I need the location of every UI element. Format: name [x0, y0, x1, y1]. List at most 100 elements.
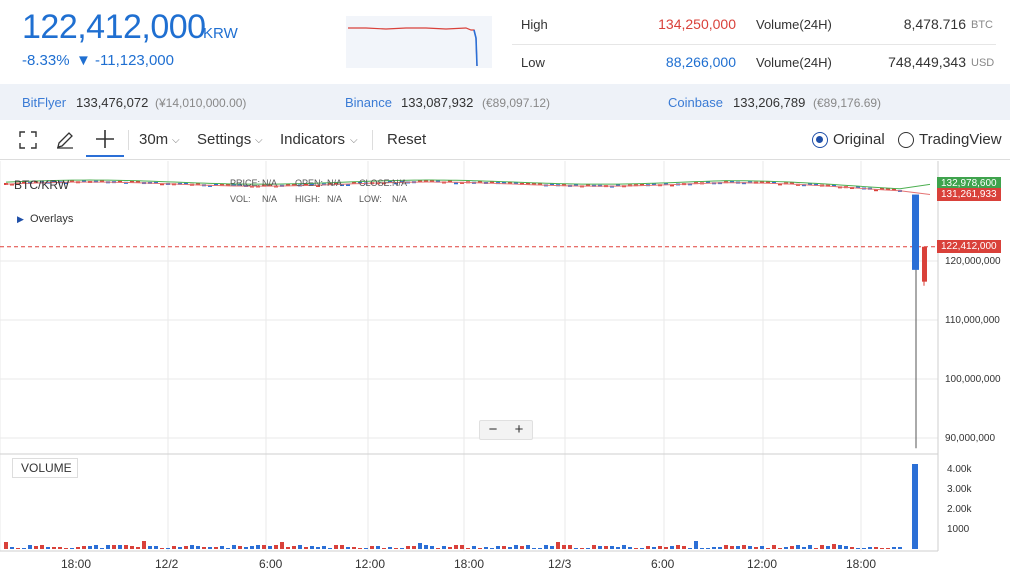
candle — [64, 182, 68, 185]
volume-bar — [868, 547, 872, 549]
pencil-icon[interactable] — [54, 129, 76, 151]
settings-button[interactable]: Settings — [197, 131, 252, 148]
candle — [184, 182, 188, 185]
tradingview-label[interactable]: TradingView — [919, 131, 1002, 148]
volume-usd-label: Volume(24H) — [756, 55, 832, 70]
volume-bar — [604, 546, 608, 549]
candle — [892, 188, 896, 191]
ohlc-vol-label: VOL: — [230, 194, 251, 204]
volume-bar — [442, 546, 446, 549]
volume-bar — [706, 548, 710, 549]
zoom-out-button[interactable]: − — [488, 421, 498, 438]
volume-bar — [64, 548, 68, 549]
ohlc-price-value: N/A — [262, 178, 278, 188]
candle — [226, 183, 230, 186]
volume-bar — [778, 548, 782, 549]
ohlc-low-label: LOW: — [359, 194, 382, 204]
volume-btc-label: Volume(24H) — [756, 17, 832, 32]
candle — [766, 181, 770, 184]
candle — [286, 183, 290, 186]
exchange-name-bitflyer[interactable]: BitFlyer — [22, 95, 67, 110]
volume-bar — [556, 542, 560, 549]
volume-tick: 3.00k — [947, 484, 972, 495]
volume-bar — [124, 545, 128, 549]
zoom-in-button[interactable]: + — [514, 421, 524, 438]
fullscreen-icon[interactable] — [18, 130, 38, 150]
indicators-button[interactable]: Indicators — [280, 131, 346, 148]
volume-bar — [406, 546, 410, 549]
candle — [430, 180, 434, 183]
volume-bar — [10, 547, 14, 549]
price-chart-svg[interactable] — [0, 161, 1010, 579]
candle — [130, 180, 134, 183]
overlays-toggle[interactable]: Overlays — [30, 213, 74, 225]
original-label[interactable]: Original — [833, 131, 885, 148]
volume-bar — [586, 548, 590, 549]
volume-bar — [808, 545, 812, 549]
volume-bar — [676, 545, 680, 549]
volume-bar — [814, 548, 818, 549]
volume-bar — [280, 542, 284, 549]
reset-button[interactable]: Reset — [387, 131, 427, 148]
volume-bar — [376, 546, 380, 549]
candle — [616, 183, 620, 186]
ohlc-open-value: N/A — [327, 178, 343, 188]
exchange-sub-binance: (€89,097.12) — [482, 96, 551, 110]
volume-bar — [784, 547, 788, 549]
current-price-tag: 122,412,000 — [937, 240, 1001, 253]
low-label: Low — [521, 55, 545, 70]
exchange-value-binance: 133,087,932 — [401, 95, 474, 110]
volume-bar — [52, 547, 56, 549]
candle — [730, 180, 734, 183]
volume-bar — [298, 545, 302, 549]
chevron-down-icon: ⌵ — [255, 135, 263, 146]
volume-bar — [658, 546, 662, 549]
overlays-caret-icon[interactable]: ▶ — [17, 214, 24, 224]
volume-bar — [508, 547, 512, 549]
volume-bar-spike — [912, 464, 918, 549]
candle — [880, 187, 884, 190]
candle — [196, 183, 200, 186]
sparkline-line-down — [473, 29, 478, 67]
candle — [154, 181, 158, 184]
volume-bar — [880, 548, 884, 549]
volume-bar — [760, 546, 764, 549]
price-unit: KRW — [203, 25, 238, 42]
volume-bar — [148, 546, 152, 549]
volume-bar — [100, 548, 104, 549]
volume-bar — [262, 545, 266, 549]
exchange-name-binance[interactable]: Binance — [345, 95, 392, 110]
exchange-name-coinbase[interactable]: Coinbase — [668, 95, 723, 110]
volume-bar — [400, 548, 404, 549]
volume-bar — [172, 546, 176, 549]
volume-btc-value: 8,478.716 — [903, 16, 966, 32]
ma-green-price-tag: 132,978,600 — [937, 177, 1001, 190]
volume-bar — [118, 545, 122, 549]
original-radio[interactable] — [812, 132, 828, 148]
x-tick: 18:00 — [61, 557, 92, 571]
y-tick: 110,000,000 — [945, 315, 1000, 326]
chart-area[interactable] — [0, 161, 1010, 579]
candle — [586, 183, 590, 186]
candle — [652, 183, 656, 186]
volume-bar — [88, 546, 92, 549]
tradingview-radio[interactable] — [898, 132, 914, 148]
volume-bar — [862, 548, 866, 549]
candle — [22, 181, 26, 184]
volume-bar — [634, 548, 638, 549]
volume-bar — [364, 548, 368, 549]
candle — [706, 181, 710, 184]
volume-bar — [424, 545, 428, 549]
volume-bar — [694, 541, 698, 549]
interval-select[interactable]: 30m — [139, 131, 169, 148]
crosshair-icon[interactable] — [94, 128, 116, 150]
volume-bar — [610, 546, 614, 549]
volume-bar — [886, 548, 890, 549]
x-tick: 12:00 — [747, 557, 778, 571]
volume-bar — [310, 546, 314, 549]
volume-bar — [256, 545, 260, 549]
candle — [352, 182, 356, 185]
candle — [292, 183, 296, 186]
volume-bar — [244, 547, 248, 549]
candle — [574, 184, 578, 187]
